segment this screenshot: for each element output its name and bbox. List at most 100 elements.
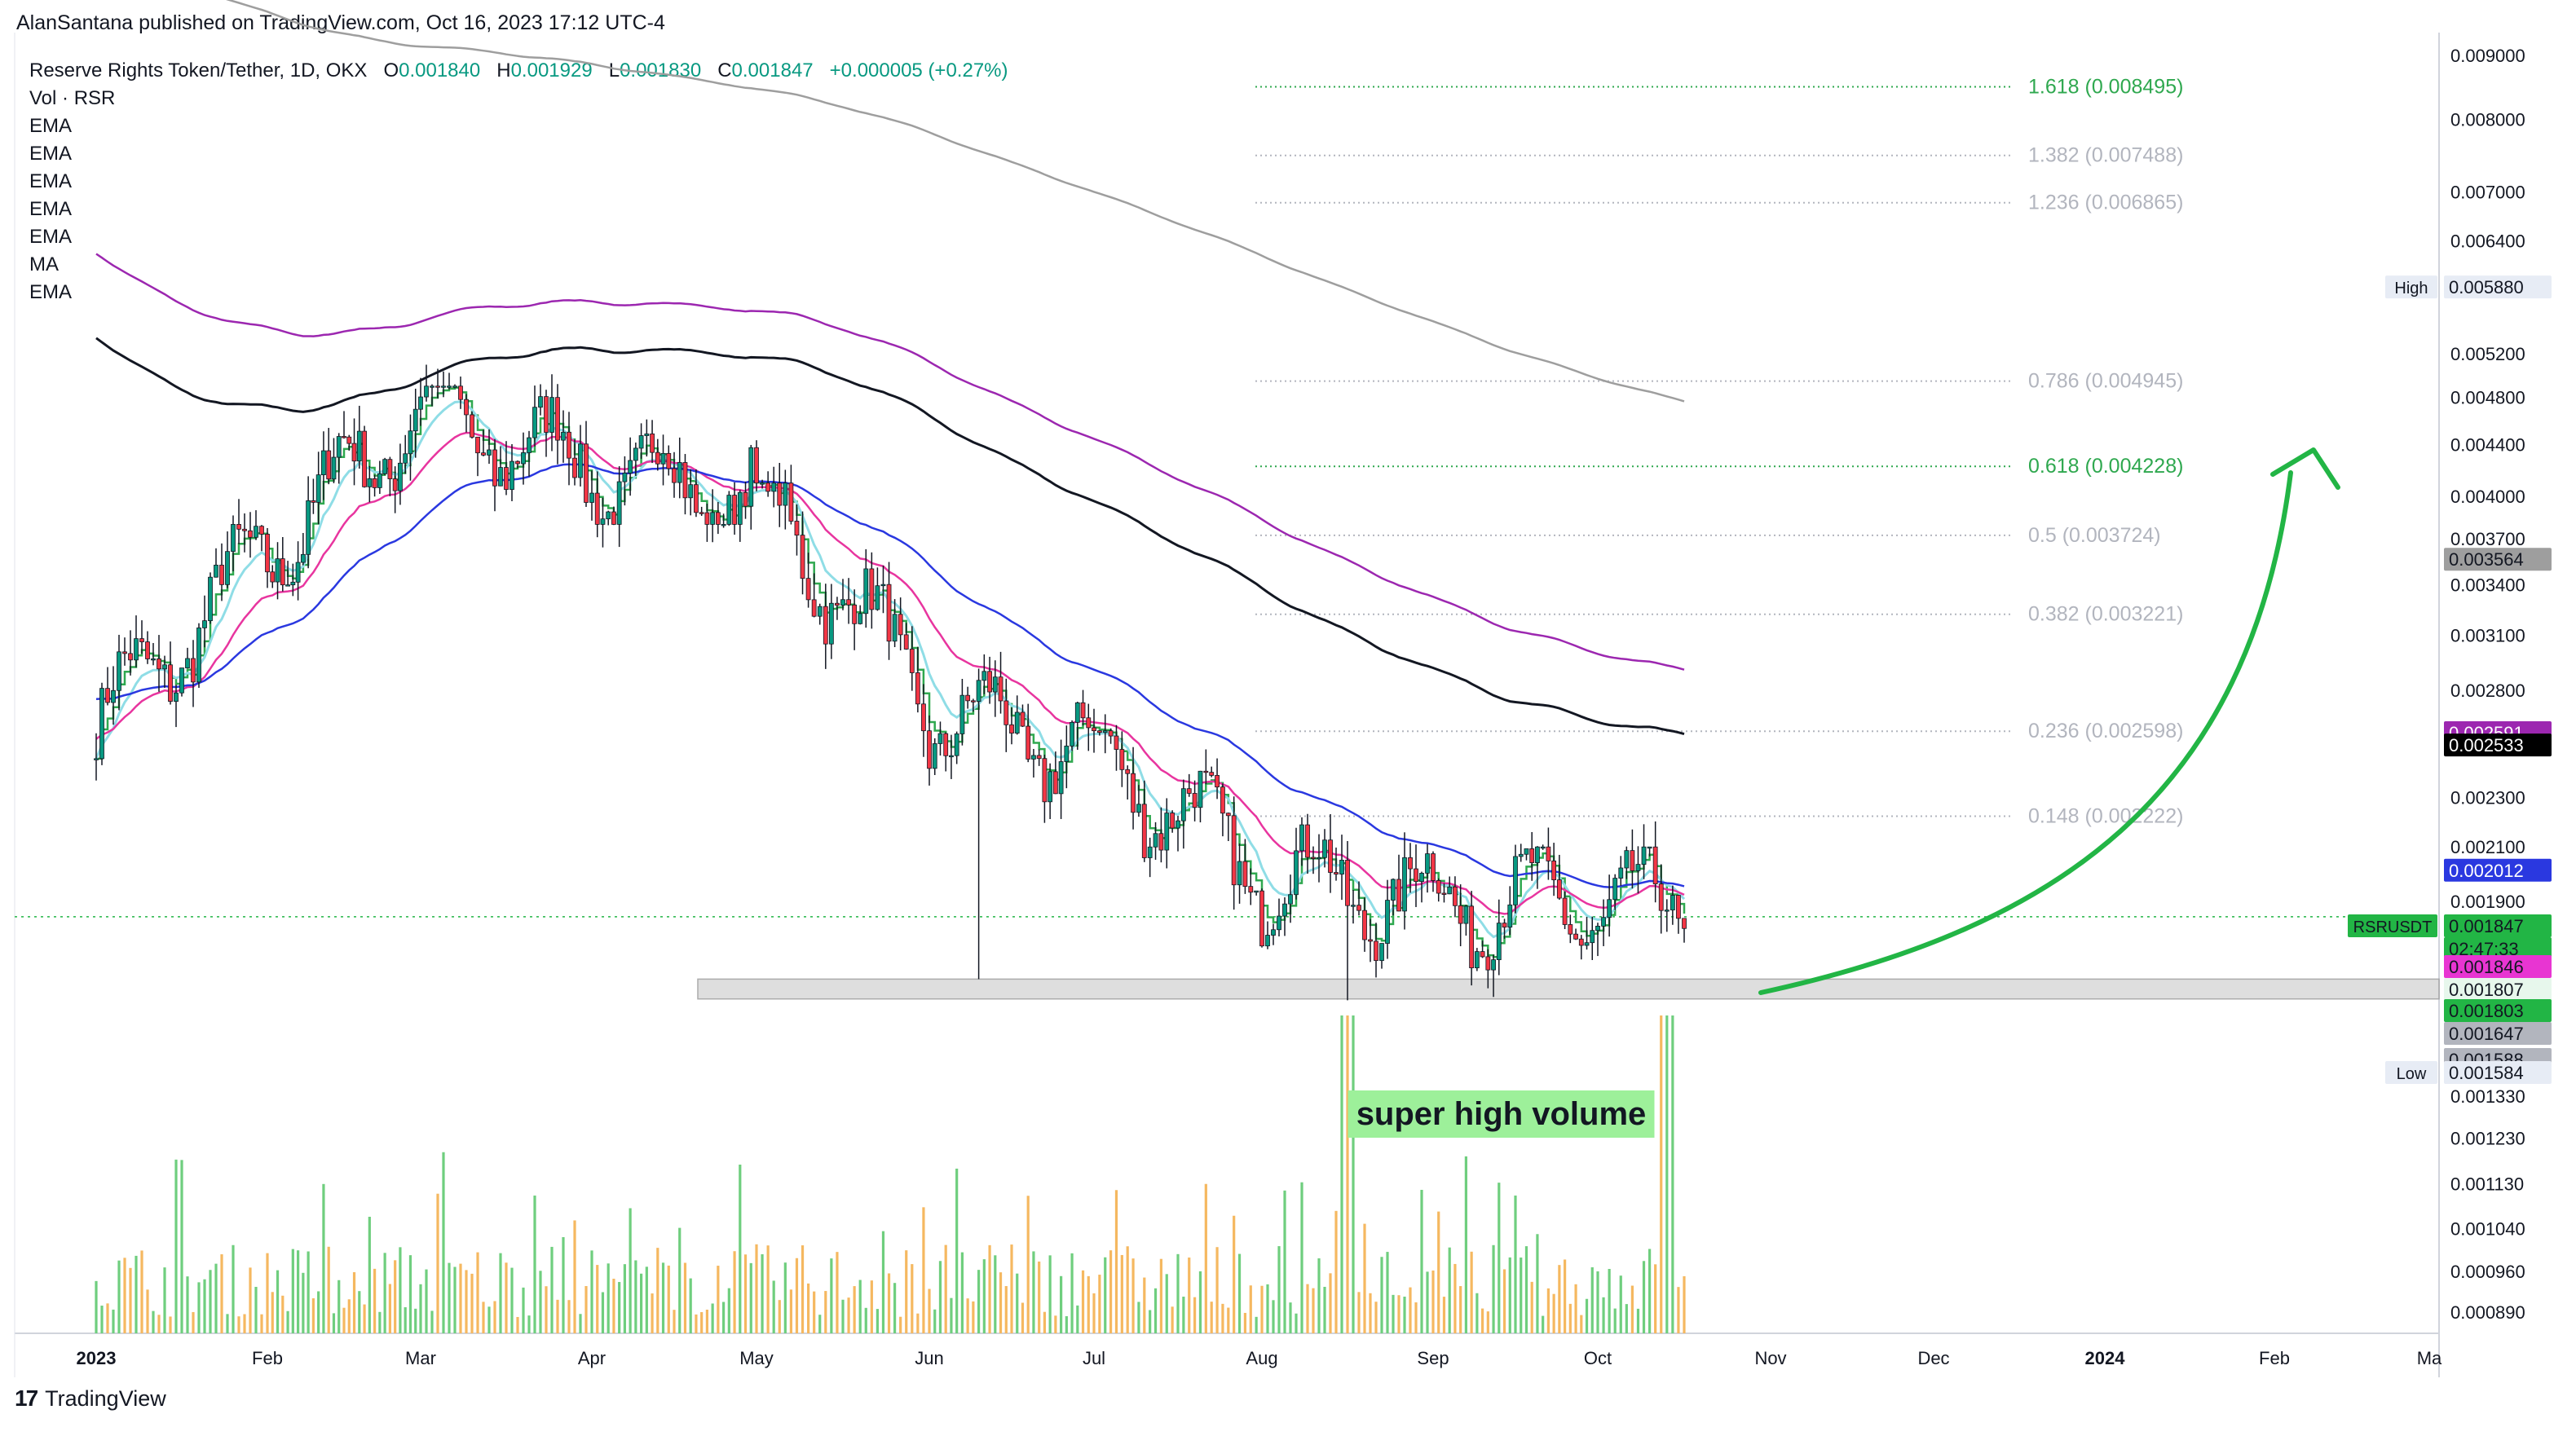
candle-body [1524, 848, 1529, 855]
candle-body [168, 664, 173, 703]
volume-bar [836, 1252, 839, 1333]
volume-bar [1683, 1275, 1686, 1333]
candle-body [367, 478, 373, 487]
candle-body [1070, 721, 1074, 747]
candle-body [1676, 895, 1681, 919]
candle-body [682, 462, 688, 499]
volume-bar [667, 1265, 670, 1333]
legend-indicator-ema-5[interactable]: EMA [29, 226, 73, 248]
symbol-tag-bg [2348, 914, 2437, 937]
candle-body [219, 564, 224, 585]
candle-body [655, 452, 660, 465]
volume-bar [123, 1258, 126, 1333]
volume-bar [254, 1286, 258, 1333]
volume-bar [1120, 1254, 1123, 1333]
candle-body [1425, 853, 1430, 874]
candle-body [1203, 770, 1209, 773]
candle-body [481, 452, 486, 456]
volume-bar [645, 1266, 648, 1333]
candle-body [1356, 905, 1361, 911]
candle-body [392, 478, 398, 491]
volume-bar [1409, 1287, 1412, 1333]
candle-body [1480, 951, 1485, 958]
candle-body [1573, 933, 1578, 940]
candle-body [1474, 951, 1480, 968]
volume-bar [1277, 1246, 1281, 1333]
volume-bar [152, 1310, 155, 1333]
volume-bar [982, 1259, 986, 1333]
candle-body [1003, 700, 1009, 725]
legend-indicator-ema-6[interactable]: EMA [29, 281, 73, 303]
legend-indicator-ema-4[interactable]: EMA [29, 198, 73, 220]
legend-indicator-ma[interactable]: MA [29, 253, 59, 275]
volume-bar [1266, 1284, 1269, 1333]
candle-body [915, 672, 920, 705]
candle-body [1242, 861, 1248, 888]
candle-body [869, 568, 875, 610]
candle-body [231, 524, 236, 553]
volume-bar [899, 1316, 902, 1333]
volume-bar [1558, 1265, 1561, 1333]
candle-body [1453, 886, 1458, 906]
volume-bar [772, 1280, 775, 1333]
volume-bar [695, 1314, 698, 1333]
volume-bar [876, 1309, 879, 1333]
candle-body [382, 459, 388, 474]
price-tag [2444, 1061, 2552, 1084]
legend-indicator-ema-3[interactable]: EMA [29, 170, 73, 192]
candle-body [470, 414, 474, 438]
volume-bar [841, 1299, 845, 1333]
candle-body [754, 447, 759, 484]
ma-line-ema-4 [95, 253, 1685, 671]
legend-title-row[interactable]: Reserve Rights Token/Tether, 1D, OKX O0.… [29, 57, 1008, 85]
candle-body [1259, 890, 1264, 947]
volume-bar [830, 1258, 833, 1333]
volume-bar [1334, 1210, 1338, 1333]
x-tick-label: 2024 [2085, 1348, 2126, 1368]
candle-body [1447, 886, 1453, 895]
candle-body [1317, 857, 1321, 860]
candle-body [544, 396, 549, 433]
candle-body [937, 733, 943, 744]
candle-body [1125, 769, 1131, 774]
legend-indicator-ema-2[interactable]: EMA [29, 143, 73, 165]
volume-bar [1021, 1302, 1025, 1333]
candle-body [800, 535, 805, 579]
volume-bar [358, 1291, 361, 1333]
candle-body [1176, 820, 1180, 829]
candle-body [788, 482, 794, 522]
candle-body [875, 585, 880, 610]
volume-bar [607, 1263, 610, 1333]
candle-body [356, 430, 362, 462]
volume-bar [232, 1244, 235, 1333]
volume-bar [881, 1231, 885, 1333]
volume-bar [950, 1297, 953, 1333]
price-chart[interactable]: 0.009000 0.008000 0.007000 0.006400 0.005200… [0, 0, 2576, 1377]
candle-body [1026, 725, 1031, 760]
candle-body [1345, 860, 1350, 906]
y-tick-label: 0.002300 [2450, 787, 2525, 808]
volume-bar [363, 1304, 366, 1333]
candle-body [927, 730, 932, 769]
volume-bar [1574, 1284, 1577, 1333]
volume-bar [651, 1293, 654, 1333]
candle-body [225, 551, 230, 585]
candle-body [179, 667, 184, 694]
candle-body [1020, 711, 1026, 727]
tradingview-brand[interactable]: 17 TradingView [15, 1385, 166, 1412]
candle-body [943, 733, 949, 756]
volume-bar [795, 1258, 799, 1333]
candle-body [412, 408, 418, 432]
candle-body [998, 676, 1003, 702]
volume-bar [163, 1267, 166, 1333]
legend-indicator-volume[interactable]: Vol · RSR [29, 87, 116, 109]
candle-body [162, 664, 167, 670]
legend-indicator-ema-1[interactable]: EMA [29, 115, 73, 137]
candle-body [1529, 848, 1535, 863]
volume-bar [999, 1272, 1003, 1333]
candle-body [1074, 702, 1080, 723]
candle-body [858, 613, 863, 624]
candle-body [1096, 730, 1102, 733]
symbol-title[interactable]: Reserve Rights Token/Tether, 1D, OKX [29, 59, 368, 81]
volume-bar [1340, 1015, 1343, 1333]
